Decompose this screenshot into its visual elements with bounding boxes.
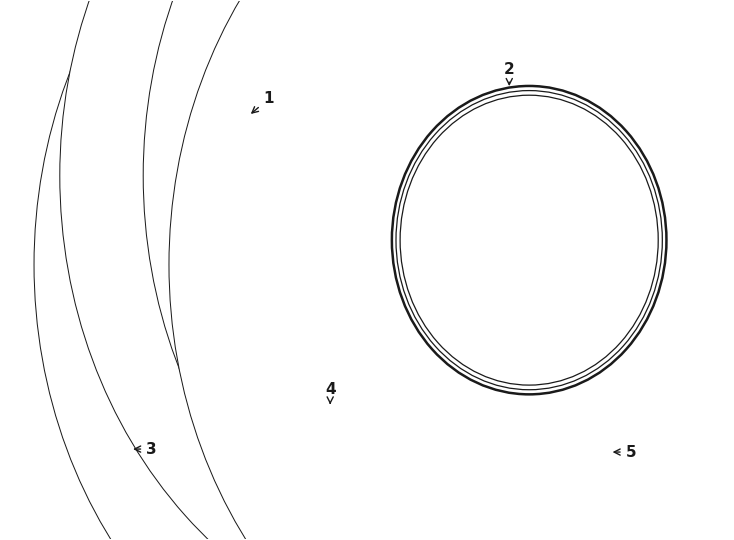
Polygon shape (499, 283, 559, 345)
Ellipse shape (59, 0, 734, 540)
Text: 5: 5 (614, 444, 636, 460)
Ellipse shape (392, 86, 666, 394)
Polygon shape (562, 240, 628, 305)
Ellipse shape (532, 438, 596, 466)
Ellipse shape (76, 431, 123, 467)
Ellipse shape (256, 248, 269, 262)
Ellipse shape (627, 237, 642, 253)
Polygon shape (515, 445, 522, 459)
Text: 2: 2 (504, 62, 515, 85)
Ellipse shape (71, 120, 310, 390)
Polygon shape (84, 435, 118, 463)
Polygon shape (305, 451, 355, 477)
Polygon shape (450, 135, 515, 212)
Ellipse shape (101, 0, 734, 540)
Ellipse shape (302, 433, 358, 453)
Ellipse shape (143, 0, 734, 540)
Ellipse shape (319, 472, 342, 482)
Ellipse shape (169, 0, 734, 540)
Text: 3: 3 (134, 442, 157, 457)
Ellipse shape (207, 171, 219, 185)
Ellipse shape (522, 430, 606, 474)
Ellipse shape (127, 200, 139, 214)
Ellipse shape (109, 433, 128, 465)
Ellipse shape (302, 438, 358, 456)
Ellipse shape (302, 393, 358, 449)
Ellipse shape (325, 416, 335, 426)
Ellipse shape (207, 325, 219, 339)
Ellipse shape (400, 95, 658, 385)
Ellipse shape (106, 159, 276, 352)
Ellipse shape (60, 107, 321, 403)
Ellipse shape (34, 0, 734, 540)
Ellipse shape (51, 98, 330, 412)
Text: 4: 4 (325, 382, 335, 403)
Polygon shape (431, 240, 495, 305)
Ellipse shape (512, 445, 521, 459)
Text: 1: 1 (252, 91, 274, 113)
Ellipse shape (308, 399, 353, 444)
Ellipse shape (76, 435, 92, 463)
Ellipse shape (526, 434, 602, 470)
Ellipse shape (305, 443, 355, 459)
Polygon shape (544, 135, 608, 212)
Ellipse shape (139, 197, 242, 313)
Ellipse shape (127, 295, 139, 309)
Ellipse shape (113, 441, 123, 457)
